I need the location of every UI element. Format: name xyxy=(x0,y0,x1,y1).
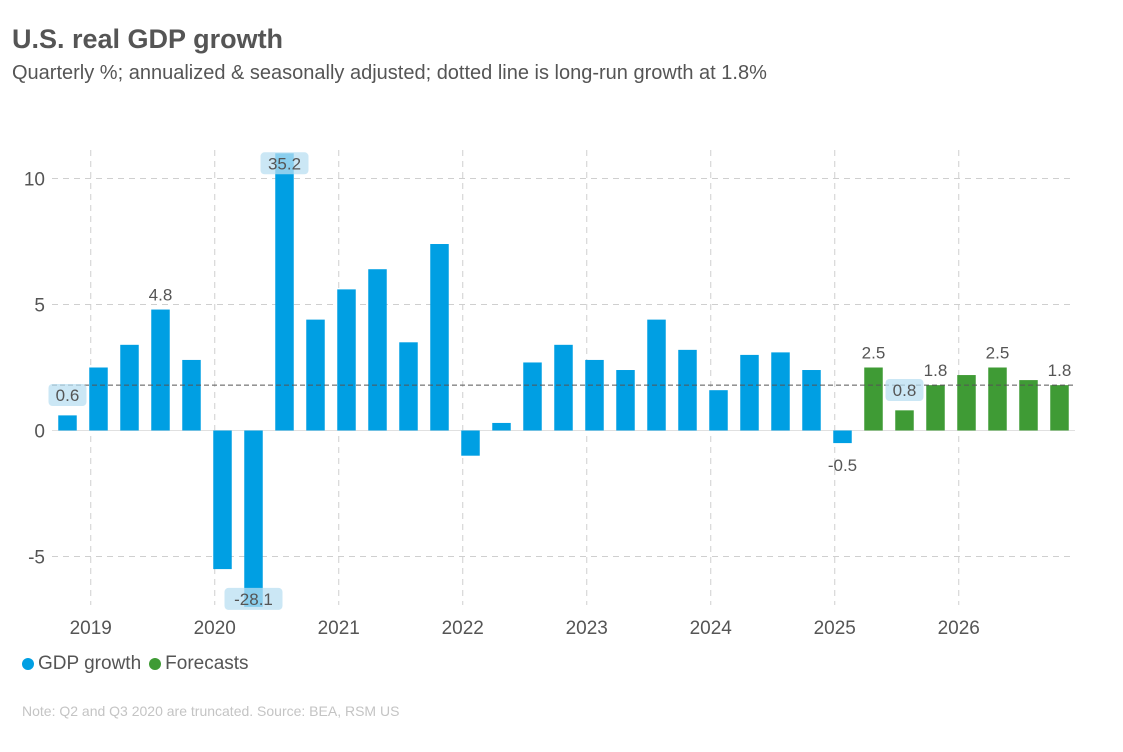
y-tick-label: -5 xyxy=(28,548,45,569)
x-tick-label: 2022 xyxy=(442,618,484,639)
x-tick-label: 2021 xyxy=(318,618,360,639)
bar-gdp-growth xyxy=(244,430,263,607)
data-label-box xyxy=(48,384,87,406)
data-label-box xyxy=(260,152,309,175)
chart-title: U.S. real GDP growth xyxy=(12,24,284,54)
bar-gdp-growth xyxy=(399,342,418,431)
bar-forecast xyxy=(1050,385,1069,431)
bar-gdp-growth xyxy=(120,344,139,431)
bar-gdp-growth xyxy=(368,269,387,431)
bar-gdp-growth xyxy=(492,422,511,431)
legend-item-forecasts: Forecasts xyxy=(149,653,249,675)
data-label: 0.6 xyxy=(56,386,80,405)
bar-gdp-growth xyxy=(647,319,666,431)
x-tick-label: 2025 xyxy=(814,618,856,639)
bar-gdp-growth xyxy=(89,367,108,431)
bar-forecast xyxy=(1019,380,1038,431)
data-label: 0.8 xyxy=(893,381,917,400)
bar-forecast xyxy=(988,367,1007,431)
legend-dot-gdp-growth xyxy=(22,658,34,670)
source-note: Note: Q2 and Q3 2020 are truncated. Sour… xyxy=(22,703,400,719)
data-label: -28.1 xyxy=(234,590,273,609)
y-tick-label: 5 xyxy=(34,296,45,317)
bar-gdp-growth xyxy=(833,430,852,444)
data-label-box xyxy=(885,379,924,401)
y-tick-label: 10 xyxy=(24,170,45,191)
bar-forecast xyxy=(957,375,976,431)
bar-gdp-growth xyxy=(213,430,232,570)
axis-labels-layer: -5 0 5 10 2019 2020 2021 2022 2023 2024 2025 2026 xyxy=(24,170,980,640)
legend-item-gdp-growth: GDP growth xyxy=(22,653,141,675)
data-label-box xyxy=(224,587,283,610)
x-tick-label: 2024 xyxy=(690,618,733,639)
bar-gdp-growth xyxy=(554,344,573,431)
bar-gdp-growth xyxy=(740,354,759,431)
x-tick-label: 2020 xyxy=(194,618,236,639)
bar-gdp-growth xyxy=(802,370,821,431)
bar-forecast xyxy=(926,385,945,431)
bar-gdp-growth xyxy=(616,370,635,431)
bar-gdp-growth xyxy=(585,359,604,431)
bar-gdp-growth xyxy=(151,309,170,431)
legend-label-forecasts: Forecasts xyxy=(165,653,249,674)
bar-forecast xyxy=(895,410,914,431)
legend-dot-forecasts xyxy=(149,658,162,670)
data-labels-layer: 0.6 4.8 -28.1 35.2 -0.5 2.5 0.8 1.8 2.5 1.8 xyxy=(48,152,1072,610)
data-label: 1.8 xyxy=(924,361,948,380)
bar-gdp-growth xyxy=(58,415,77,431)
legend: GDP growth Forecasts xyxy=(22,653,257,675)
bar-gdp-growth xyxy=(182,359,201,431)
y-tick-label: 0 xyxy=(34,422,45,443)
bar-gdp-growth xyxy=(275,153,294,431)
bar-gdp-growth xyxy=(430,244,449,431)
bar-gdp-growth xyxy=(461,430,480,456)
chart-subtitle: Quarterly %; annualized & seasonally adj… xyxy=(12,62,767,84)
x-tick-label: 2019 xyxy=(70,618,112,639)
data-label: 4.8 xyxy=(149,286,173,305)
bar-gdp-growth xyxy=(771,352,790,431)
data-label: -0.5 xyxy=(828,456,857,475)
bar-gdp-growth xyxy=(337,289,356,431)
bar-gdp-growth xyxy=(709,390,728,431)
data-label: 2.5 xyxy=(862,344,886,363)
data-label: 2.5 xyxy=(986,344,1010,363)
legend-label-gdp-growth: GDP growth xyxy=(38,653,142,674)
x-tick-label: 2023 xyxy=(566,618,608,639)
bars-layer xyxy=(58,153,1069,607)
data-label: 1.8 xyxy=(1048,361,1072,380)
bar-gdp-growth xyxy=(678,349,697,431)
data-label: 35.2 xyxy=(268,154,301,173)
bar-gdp-growth xyxy=(306,319,325,431)
x-tick-label: 2026 xyxy=(938,618,980,639)
bar-forecast xyxy=(864,367,883,431)
bar-gdp-growth xyxy=(523,362,542,431)
